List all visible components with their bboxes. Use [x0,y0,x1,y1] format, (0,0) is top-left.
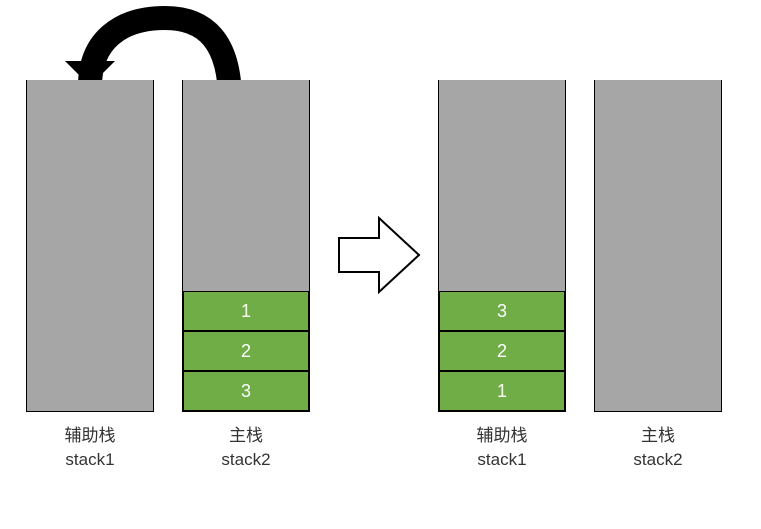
aux-stack-container: 3 2 1 辅助栈 stack1 [438,80,566,472]
aux-stack-label-cn: 辅助栈 [438,424,566,448]
aux-stack-label-en: stack1 [26,448,154,472]
main-stack-container: 1 2 3 主栈 stack2 [182,80,310,472]
stack-cell: 2 [183,331,309,371]
transition-arrow-icon [335,210,425,300]
main-stack-label-cn: 主栈 [182,424,310,448]
stack-cell: 2 [439,331,565,371]
stack-cell: 1 [439,371,565,411]
main-stack [594,80,722,412]
aux-stack-label: 辅助栈 stack1 [438,424,566,472]
aux-stack [26,80,154,412]
main-stack-label-en: stack2 [182,448,310,472]
main-stack: 1 2 3 [182,80,310,412]
main-stack-label-en: stack2 [594,448,722,472]
aux-stack: 3 2 1 [438,80,566,412]
main-stack-label: 主栈 stack2 [594,424,722,472]
aux-stack-container: 辅助栈 stack1 [26,80,154,472]
stack-cell: 3 [183,371,309,411]
main-stack-label-cn: 主栈 [594,424,722,448]
aux-stack-label-en: stack1 [438,448,566,472]
main-stack-container: 主栈 stack2 [594,80,722,472]
stack-cell: 3 [439,291,565,331]
aux-stack-label: 辅助栈 stack1 [26,424,154,472]
aux-stack-label-cn: 辅助栈 [26,424,154,448]
main-stack-label: 主栈 stack2 [182,424,310,472]
stack-cell: 1 [183,291,309,331]
